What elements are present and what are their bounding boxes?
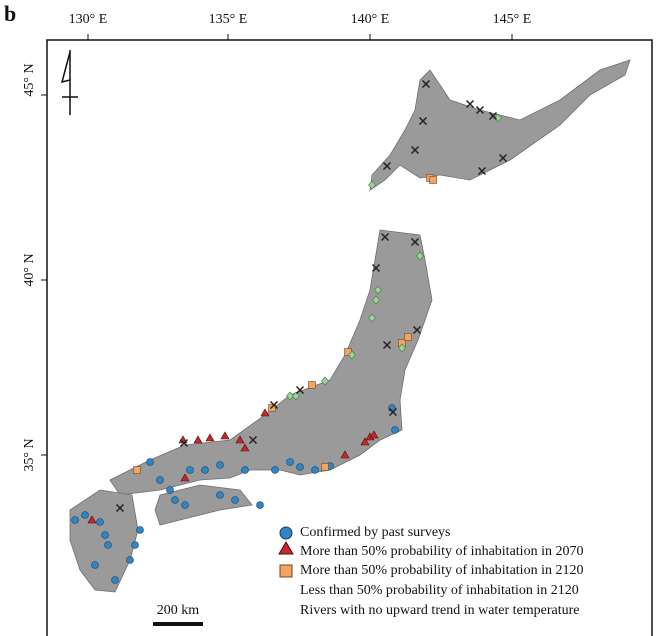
site-marker bbox=[257, 502, 264, 509]
site-marker bbox=[167, 487, 174, 494]
site-marker bbox=[309, 382, 316, 389]
lat-label: 35° N bbox=[22, 438, 37, 471]
site-marker bbox=[82, 512, 89, 519]
site-marker bbox=[272, 467, 279, 474]
legend-icon bbox=[280, 527, 292, 539]
site-marker bbox=[405, 334, 412, 341]
site-marker bbox=[132, 542, 139, 549]
site-marker bbox=[112, 577, 119, 584]
panel-label: b bbox=[4, 1, 16, 26]
legend-label: Less than 50% probability of inhabitatio… bbox=[300, 583, 579, 598]
map: b 130° E 135° E 140° E 145° E 45° N 40° … bbox=[0, 0, 659, 636]
legend-label: Rivers with no upward trend in water tem… bbox=[300, 603, 580, 618]
site-marker bbox=[287, 459, 294, 466]
page: b 130° E 135° E 140° E 145° E 45° N 40° … bbox=[0, 0, 659, 636]
site-marker bbox=[297, 464, 304, 471]
site-marker bbox=[72, 517, 79, 524]
site-marker bbox=[97, 519, 104, 526]
lat-label: 45° N bbox=[22, 63, 37, 96]
site-marker bbox=[105, 542, 112, 549]
scale-label: 200 km bbox=[157, 603, 200, 618]
legend-label: Confirmed by past surveys bbox=[300, 525, 450, 540]
site-marker bbox=[217, 462, 224, 469]
site-marker bbox=[232, 497, 239, 504]
legend-label: More than 50% probability of inhabitatio… bbox=[300, 544, 583, 559]
lon-label: 135° E bbox=[209, 12, 248, 27]
site-marker bbox=[134, 467, 141, 474]
lon-label: 130° E bbox=[69, 12, 108, 27]
site-marker bbox=[172, 497, 179, 504]
site-marker bbox=[392, 427, 399, 434]
legend-icon bbox=[280, 565, 292, 577]
site-marker bbox=[157, 477, 164, 484]
lat-label: 40° N bbox=[22, 253, 37, 286]
site-marker bbox=[187, 467, 194, 474]
legend-label: More than 50% probability of inhabitatio… bbox=[300, 563, 583, 578]
site-marker bbox=[322, 464, 329, 471]
site-marker bbox=[127, 557, 134, 564]
lon-label: 140° E bbox=[351, 12, 390, 27]
lon-label: 145° E bbox=[493, 12, 532, 27]
site-marker bbox=[217, 492, 224, 499]
site-marker bbox=[430, 177, 437, 184]
scale-bar bbox=[153, 622, 203, 626]
site-marker bbox=[242, 467, 249, 474]
site-marker bbox=[147, 459, 154, 466]
site-marker bbox=[92, 562, 99, 569]
site-marker bbox=[202, 467, 209, 474]
site-marker bbox=[182, 502, 189, 509]
site-marker bbox=[137, 527, 144, 534]
site-marker bbox=[312, 467, 319, 474]
site-marker bbox=[102, 532, 109, 539]
